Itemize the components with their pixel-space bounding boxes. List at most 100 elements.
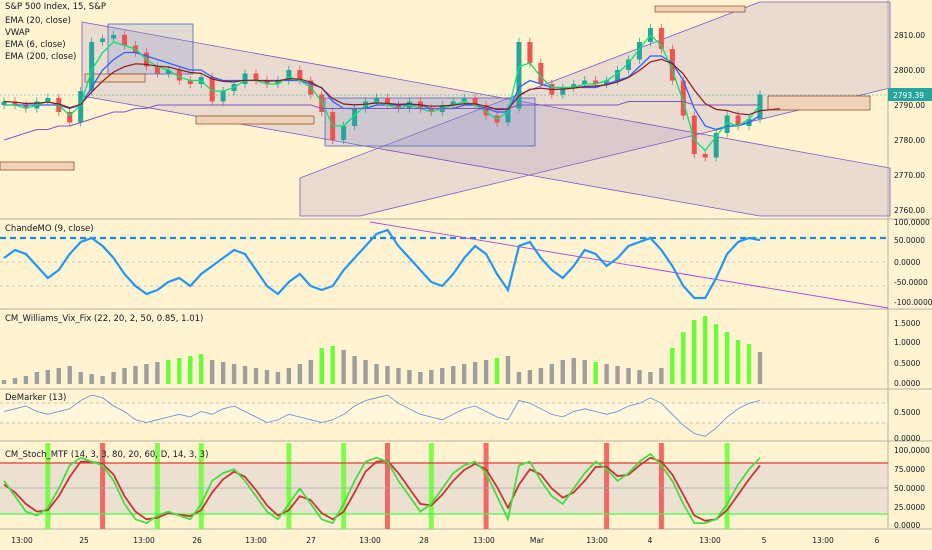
price-candle	[691, 115, 697, 154]
indicator-ema6-label[interactable]: EMA (6, close)	[5, 40, 66, 50]
time-label: 13:00	[699, 536, 721, 545]
vix-bar	[319, 348, 324, 384]
price-candle	[67, 112, 73, 123]
vix-bar	[637, 370, 642, 384]
stoch-sell-signal	[483, 443, 489, 529]
vix-bar	[670, 348, 675, 384]
chande-pane[interactable]	[0, 221, 889, 309]
vix-bar	[396, 368, 401, 384]
price-candle	[571, 84, 577, 88]
vix-bar	[626, 368, 631, 384]
price-candle	[253, 73, 259, 81]
vix-bar	[483, 360, 489, 384]
vix-bar	[516, 372, 522, 384]
price-pane[interactable]	[0, 1, 891, 217]
indicator-ema200-label[interactable]: EMA (200, close)	[5, 52, 76, 62]
price-candle	[483, 105, 489, 116]
vix-bar	[451, 366, 456, 384]
price-candle	[374, 98, 380, 102]
price-tick: 2760.00	[894, 206, 925, 215]
indicator-vwap-label[interactable]: VWAP	[5, 28, 30, 38]
vix-bar	[571, 358, 576, 384]
time-label: 5	[762, 536, 767, 545]
price-tick: 2810.00	[894, 31, 925, 40]
sr-box-1[interactable]	[0, 161, 75, 171]
sr-box-4[interactable]	[654, 5, 746, 13]
vix-tick: 1.5000	[894, 319, 920, 328]
price-candle	[702, 154, 708, 158]
stoch-tick: 75.0000	[894, 465, 925, 474]
vix-bars	[1, 316, 763, 384]
stoch-band	[0, 463, 888, 514]
price-candle	[45, 98, 51, 102]
stoch-pane[interactable]	[0, 443, 888, 529]
price-axis[interactable]: 2810.00 2800.00 2790.00 2780.00 2770.00 …	[888, 31, 932, 530]
price-candle	[505, 108, 511, 123]
vix-bar	[461, 364, 467, 384]
vix-bar	[188, 356, 193, 384]
vix-bar	[560, 360, 565, 384]
price-candle	[669, 49, 675, 81]
vix-bar	[429, 370, 434, 384]
time-label: 28	[419, 536, 429, 545]
vix-bar	[472, 362, 478, 384]
vix-bar	[100, 376, 105, 384]
vix-bar	[582, 360, 587, 384]
price-candle	[461, 98, 467, 102]
vix-tick: 1.0000	[894, 338, 920, 347]
price-candle	[220, 91, 226, 102]
vix-bar	[133, 366, 138, 384]
vix-bar	[615, 366, 620, 384]
price-candle	[538, 63, 544, 84]
vix-bar	[111, 372, 116, 384]
vix-bar	[363, 360, 368, 384]
price-candle	[78, 91, 84, 123]
vix-bar	[177, 358, 182, 384]
vix-tick: 0.0000	[894, 379, 920, 388]
vix-label[interactable]: CM_Williams_Vix_Fix (22, 20, 2, 50, 0.85…	[5, 314, 203, 324]
stoch-tick: 100.0000	[894, 446, 930, 455]
price-candle	[286, 70, 292, 81]
vix-bar	[494, 358, 500, 384]
time-axis[interactable]: 13:00 25 13:00 26 13:00 27 13:00 28 13:0…	[11, 536, 879, 545]
vix-bar	[89, 374, 94, 384]
time-label: 13:00	[245, 536, 267, 545]
vix-bar	[166, 360, 171, 384]
time-label: 25	[79, 536, 89, 545]
vix-bar	[78, 372, 83, 384]
vix-bar	[724, 332, 730, 384]
demarker-pane[interactable]	[0, 394, 888, 437]
time-label: 13:00	[586, 536, 608, 545]
chande-trendline[interactable]	[369, 221, 889, 309]
vix-bar	[549, 364, 555, 384]
time-label: 26	[192, 536, 202, 545]
sr-box-3[interactable]	[195, 115, 315, 125]
vix-bar	[735, 340, 741, 384]
chande-tick: 50.0000	[894, 236, 925, 245]
stoch-sell-signal	[100, 443, 106, 529]
vix-bar	[34, 372, 40, 384]
indicator-ema20-label[interactable]: EMA (20, close)	[5, 16, 71, 26]
stoch-sell-signal	[604, 443, 610, 529]
demarker-label[interactable]: DeMarker (13)	[5, 393, 66, 403]
time-label: 13:00	[812, 536, 834, 545]
vix-pane[interactable]	[1, 316, 763, 384]
last-price-badge	[888, 88, 932, 101]
price-candle	[165, 70, 171, 74]
demarker-line	[3, 394, 761, 437]
time-label: 13:00	[473, 536, 495, 545]
stoch-label[interactable]: CM_Stoch_MTF (14, 3, 3, 80, 20, 60, D, 1…	[5, 450, 208, 460]
vix-bar	[144, 364, 149, 384]
price-candle	[352, 108, 358, 126]
chande-tick: -100.0000	[894, 298, 932, 307]
sr-box-2[interactable]	[84, 73, 146, 83]
sr-box-5[interactable]	[767, 95, 871, 111]
stoch-buy-signal	[724, 443, 730, 529]
time-label: 13:00	[11, 536, 33, 545]
vix-bar	[374, 364, 379, 384]
vix-bar	[56, 368, 61, 384]
time-label: 13:00	[359, 536, 381, 545]
demarker-tick: 0.0000	[894, 434, 920, 443]
chande-label[interactable]: ChandeMO (9, close)	[5, 224, 94, 234]
